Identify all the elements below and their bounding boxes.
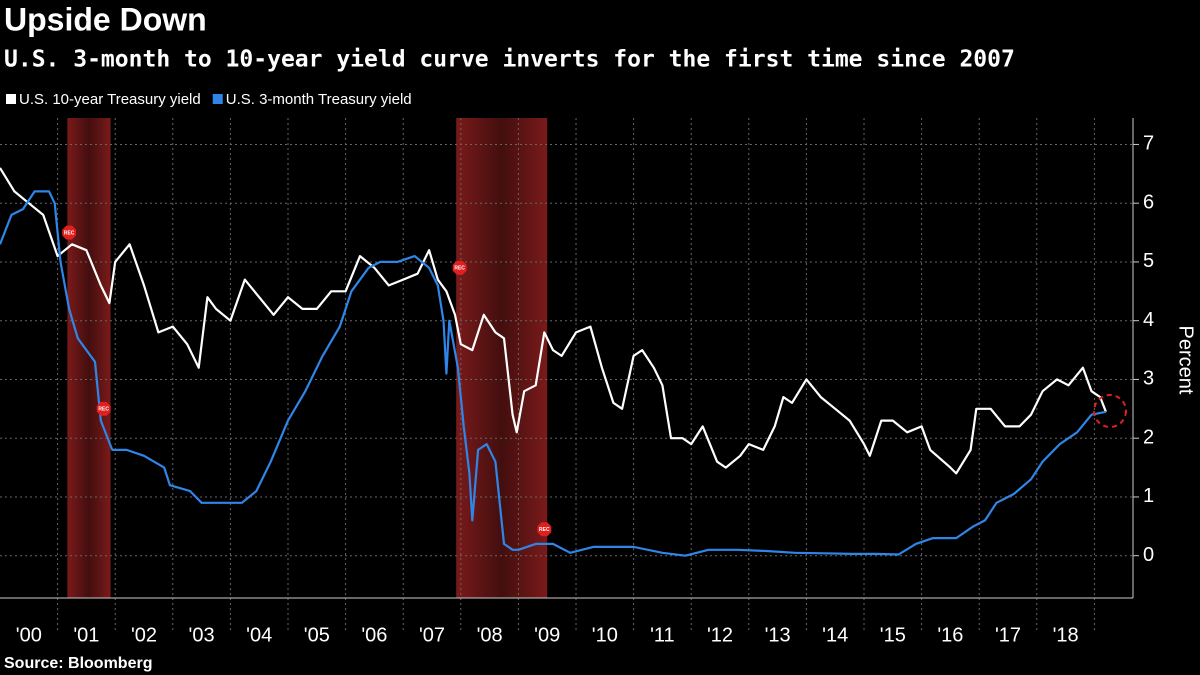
x-tick-label: '05 <box>304 624 330 646</box>
x-tick-label: '18 <box>1053 624 1079 646</box>
y-tick-label: 1 <box>1143 485 1154 507</box>
legend-label: U.S. 10-year Treasury yield <box>19 91 201 108</box>
rec-marker <box>62 225 76 240</box>
x-tick-label: '03 <box>189 624 215 646</box>
series-line <box>0 167 1107 475</box>
y-tick-label: 6 <box>1143 191 1154 213</box>
y-axis-label: Percent <box>1175 326 1197 395</box>
legend-swatch <box>212 94 223 104</box>
x-tick-label: '08 <box>477 624 503 646</box>
x-tick-label: '16 <box>937 624 963 646</box>
y-tick-label: 0 <box>1143 544 1154 566</box>
x-tick-label: '02 <box>131 624 157 646</box>
rec-label: REC <box>64 230 75 236</box>
y-tick-label: 4 <box>1143 309 1154 331</box>
series-line <box>0 190 1107 557</box>
rec-label: REC <box>98 407 109 413</box>
chart-subtitle: U.S. 3-month to 10-year yield curve inve… <box>4 47 1015 73</box>
x-tick-label: '09 <box>534 624 560 646</box>
legend-swatch <box>6 94 16 104</box>
rec-marker <box>452 260 467 275</box>
x-tick-label: '01 <box>73 624 99 646</box>
x-tick-label: '07 <box>419 624 445 646</box>
x-tick-label: '11 <box>650 624 675 646</box>
legend-label: U.S. 3-month Treasury yield <box>226 91 412 108</box>
x-tick-label: '00 <box>16 624 42 646</box>
x-tick-label: '10 <box>592 624 618 646</box>
rec-marker <box>96 401 111 416</box>
rec-label: REC <box>539 527 550 533</box>
y-tick-label: 5 <box>1143 250 1154 272</box>
rec-label: REC <box>454 266 465 272</box>
x-tick-label: '06 <box>361 624 387 646</box>
rec-marker <box>537 522 552 537</box>
source: Source: Bloomberg <box>4 655 152 672</box>
x-tick-label: '12 <box>707 624 733 646</box>
x-tick-label: '15 <box>880 624 906 646</box>
y-tick-label: 2 <box>1143 426 1154 448</box>
y-tick-label: 7 <box>1143 133 1154 155</box>
x-tick-label: '13 <box>765 624 791 646</box>
x-tick-label: '04 <box>246 624 272 646</box>
x-tick-label: '17 <box>995 624 1021 646</box>
x-tick-label: '14 <box>822 624 848 646</box>
y-tick-label: 3 <box>1143 368 1154 390</box>
chart-title: Upside Down <box>4 1 207 37</box>
recession-band <box>67 118 111 598</box>
highlight-circle <box>1093 394 1127 428</box>
